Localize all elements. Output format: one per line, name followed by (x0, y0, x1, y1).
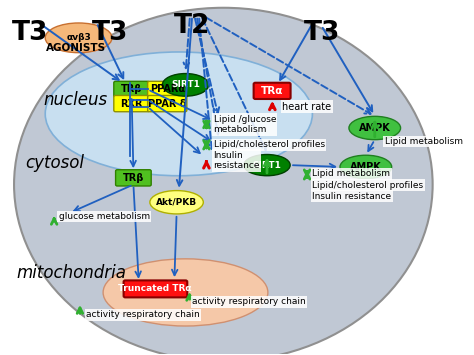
FancyBboxPatch shape (254, 83, 291, 99)
Text: glucose metabolism: glucose metabolism (59, 212, 150, 221)
Text: Insulin resistance: Insulin resistance (312, 192, 392, 201)
Ellipse shape (45, 23, 112, 53)
Text: T3: T3 (12, 20, 48, 46)
Text: PPAR δ: PPAR δ (148, 99, 186, 109)
Text: Lipid metabolism: Lipid metabolism (384, 137, 463, 146)
Text: SIRT1: SIRT1 (171, 80, 200, 89)
Text: Lipid /glucose
metabolism: Lipid /glucose metabolism (214, 115, 276, 134)
Text: T3: T3 (92, 20, 128, 46)
Text: cytosol: cytosol (25, 154, 84, 173)
FancyBboxPatch shape (124, 280, 187, 297)
Text: PPARα: PPARα (150, 84, 185, 94)
Text: AGONISTS: AGONISTS (46, 43, 107, 54)
Text: TRβ: TRβ (121, 84, 142, 94)
Text: Akt/PKB: Akt/PKB (156, 198, 197, 207)
Text: TRα: TRα (261, 86, 283, 96)
Text: nucleus: nucleus (43, 91, 107, 109)
Ellipse shape (162, 73, 209, 96)
Ellipse shape (244, 154, 290, 176)
Ellipse shape (349, 116, 401, 140)
Ellipse shape (45, 52, 312, 176)
Ellipse shape (340, 155, 392, 179)
Ellipse shape (150, 191, 203, 214)
Text: Lipid metabolism: Lipid metabolism (312, 169, 391, 179)
Text: T3: T3 (303, 20, 340, 46)
FancyBboxPatch shape (147, 95, 187, 112)
Text: heart rate: heart rate (282, 102, 331, 112)
FancyBboxPatch shape (147, 81, 187, 98)
Text: mitochondria: mitochondria (16, 264, 126, 282)
Text: T2: T2 (174, 13, 210, 39)
Text: Truncated TRα: Truncated TRα (118, 284, 192, 293)
Text: Lipid/cholesterol profiles: Lipid/cholesterol profiles (312, 181, 424, 190)
Text: TRβ: TRβ (123, 173, 144, 183)
Text: AMPK: AMPK (350, 162, 382, 172)
FancyBboxPatch shape (116, 170, 151, 186)
Text: αvβ3: αvβ3 (66, 33, 91, 42)
Ellipse shape (103, 259, 268, 326)
Ellipse shape (14, 8, 433, 355)
Text: Lipid/cholesterol profiles: Lipid/cholesterol profiles (214, 141, 325, 149)
Text: RXR: RXR (120, 99, 143, 109)
Text: AMPK: AMPK (359, 123, 391, 133)
FancyBboxPatch shape (114, 95, 149, 112)
Text: SIRT1: SIRT1 (253, 160, 282, 170)
Text: activity respiratory chain: activity respiratory chain (86, 310, 200, 319)
Text: activity respiratory chain: activity respiratory chain (192, 297, 306, 306)
Text: Insulin
resistance: Insulin resistance (214, 151, 260, 170)
FancyBboxPatch shape (114, 81, 149, 98)
